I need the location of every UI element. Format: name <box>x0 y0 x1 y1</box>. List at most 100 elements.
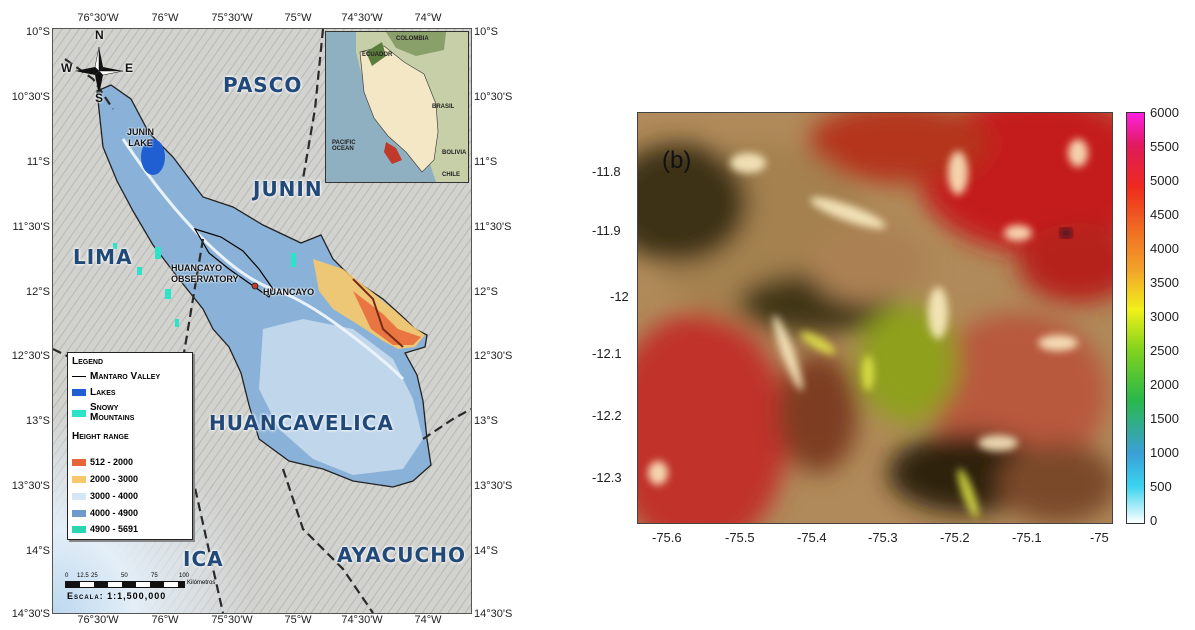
mantaro-valley-outline <box>193 227 274 298</box>
height-swatch-icon <box>72 509 86 517</box>
legend-label: 4000 - 4900 <box>90 508 139 518</box>
lon-tick-top: 75°W <box>284 12 312 24</box>
lat-tick-left: 11°30'S <box>12 221 51 233</box>
height-swatch-icon <box>72 525 86 533</box>
label-huancayo-observatory: HUANCAYO OBSERVATORY <box>171 263 239 284</box>
x-tick: -75.4 <box>797 530 827 545</box>
map-frame: N S E W PASCO JUNIN LIMA HUANCAVELICA IC… <box>52 28 472 614</box>
y-tick: -11.8 <box>592 164 621 179</box>
colorbar-tick: 6000 <box>1150 105 1179 120</box>
lat-tick-right: 11°30'S <box>474 221 512 233</box>
colorbar-tick: 4000 <box>1150 241 1179 256</box>
legend-row-lakes: Lakes <box>72 387 116 398</box>
inset-map: COLOMBIA ECUADOR BRASIL PACIFIC OCEAN BO… <box>325 31 469 183</box>
y-tick: -12 <box>610 289 629 304</box>
scale-text: Escala: 1:1,500,000 <box>67 591 167 601</box>
scale-tick: 100 <box>179 573 190 579</box>
lon-tick-top: 74°30'W <box>341 12 383 24</box>
scale-bar: 0 12.5 25 50 75 100 Kilómetros Escala: 1… <box>65 573 225 605</box>
colorbar-tick: 1000 <box>1150 445 1179 460</box>
lat-tick-left: 14°30'S <box>11 608 50 620</box>
lon-tick-top: 75°30'W <box>211 12 253 24</box>
panel-label: (b) <box>662 147 692 174</box>
inset-pacific-ocean: PACIFIC OCEAN <box>332 140 356 152</box>
lon-tick-bottom: 75°W <box>284 614 312 626</box>
y-tick: -11.9 <box>592 223 621 238</box>
legend-label: Snowy Mountains <box>90 402 135 423</box>
colorbar-tick: 2000 <box>1150 377 1179 392</box>
inset-shapes <box>326 32 468 182</box>
region-ayacucho: AYACUCHO <box>337 543 466 567</box>
lat-tick-right: 12°30'S <box>474 350 513 362</box>
y-tick: -12.1 <box>592 346 622 361</box>
lon-tick-top: 76°30'W <box>77 12 119 24</box>
scale-tick: 50 <box>121 573 128 579</box>
label-huancayo: HUANCAYO <box>263 287 315 297</box>
lon-tick-bottom: 75°30'W <box>211 614 253 626</box>
colorbar-tick: 5000 <box>1150 173 1179 188</box>
lon-tick-top: 74°W <box>414 12 442 24</box>
scale-tick: 25 <box>91 573 98 579</box>
x-tick: -75.2 <box>940 530 970 545</box>
colorbar-tick: 3500 <box>1150 275 1179 290</box>
colorbar-tick: 0 <box>1150 513 1158 528</box>
height-swatch-icon <box>72 475 86 483</box>
label-junin-lake: JUNIN LAKE <box>127 127 155 148</box>
lat-tick-left: 10°S <box>26 26 50 38</box>
x-tick: -75.5 <box>725 530 755 545</box>
compass-rose <box>75 46 124 95</box>
lat-tick-right: 13°30'S <box>474 480 513 492</box>
colorbar-tick: 500 <box>1150 479 1172 494</box>
legend-row-height: 3000 - 4000 <box>72 491 138 501</box>
y-tick: -12.2 <box>592 408 622 423</box>
lat-tick-left: 12°30'S <box>11 350 50 362</box>
inset-colombia: COLOMBIA <box>396 36 429 42</box>
map-legend: Legend Mantaro Valley Lakes Snowy Mounta… <box>67 352 193 540</box>
legend-label: 4900 - 5691 <box>90 524 139 534</box>
region-huancavelica: HUANCAVELICA <box>209 411 394 435</box>
compass-e: E <box>125 61 134 75</box>
height-swatch-icon <box>72 458 86 466</box>
elevation-heatmap: (b) <box>637 112 1113 524</box>
inset-ecuador: ECUADOR <box>362 52 393 58</box>
junin-lake-shape <box>141 139 165 175</box>
inset-brasil: BRASIL <box>432 104 455 110</box>
scale-unit: Kilómetros <box>187 580 216 586</box>
snow-swatch-icon <box>72 409 86 417</box>
colorbar-tick: 3000 <box>1150 309 1179 324</box>
lon-tick-top: 76°W <box>151 12 179 24</box>
legend-label: 512 - 2000 <box>90 457 134 467</box>
legend-row-height: 4000 - 4900 <box>72 508 138 518</box>
x-tick: -75.3 <box>868 530 898 545</box>
lat-tick-left: 14°S <box>26 545 50 557</box>
lat-tick-right: 11°S <box>474 156 498 168</box>
compass-s: S <box>95 91 104 105</box>
lon-tick-bottom: 76°30'W <box>77 614 119 626</box>
scale-tick: 75 <box>151 573 158 579</box>
legend-label: Lakes <box>90 387 116 398</box>
lat-tick-right: 10°S <box>474 26 498 38</box>
legend-title: Legend <box>72 356 104 367</box>
lat-tick-left: 11°S <box>26 156 50 168</box>
legend-label: 3000 - 4000 <box>90 491 139 501</box>
x-tick: -75.6 <box>652 530 682 545</box>
inset-chile: CHILE <box>442 172 460 178</box>
compass-w: W <box>61 61 73 75</box>
legend-label: Mantaro Valley <box>90 371 161 382</box>
lat-tick-right: 10°30'S <box>474 91 513 103</box>
x-tick: -75.1 <box>1012 530 1042 545</box>
legend-row-height: 512 - 2000 <box>72 457 133 467</box>
region-ica: ICA <box>183 547 224 571</box>
legend-row-height: 4900 - 5691 <box>72 524 138 534</box>
y-tick: -12.3 <box>592 470 622 485</box>
line-swatch-icon <box>72 376 86 377</box>
colorbar-tick: 1500 <box>1150 411 1179 426</box>
lat-tick-left: 13°S <box>26 415 50 427</box>
scale-bar-graphic <box>65 581 185 588</box>
lat-tick-left: 12°S <box>26 286 50 298</box>
scale-tick: 0 <box>65 573 69 579</box>
lat-tick-left: 10°30'S <box>11 91 50 103</box>
height-swatch-icon <box>72 492 86 500</box>
colorbar-tick: 4500 <box>1150 207 1179 222</box>
legend-label: 2000 - 3000 <box>90 474 139 484</box>
